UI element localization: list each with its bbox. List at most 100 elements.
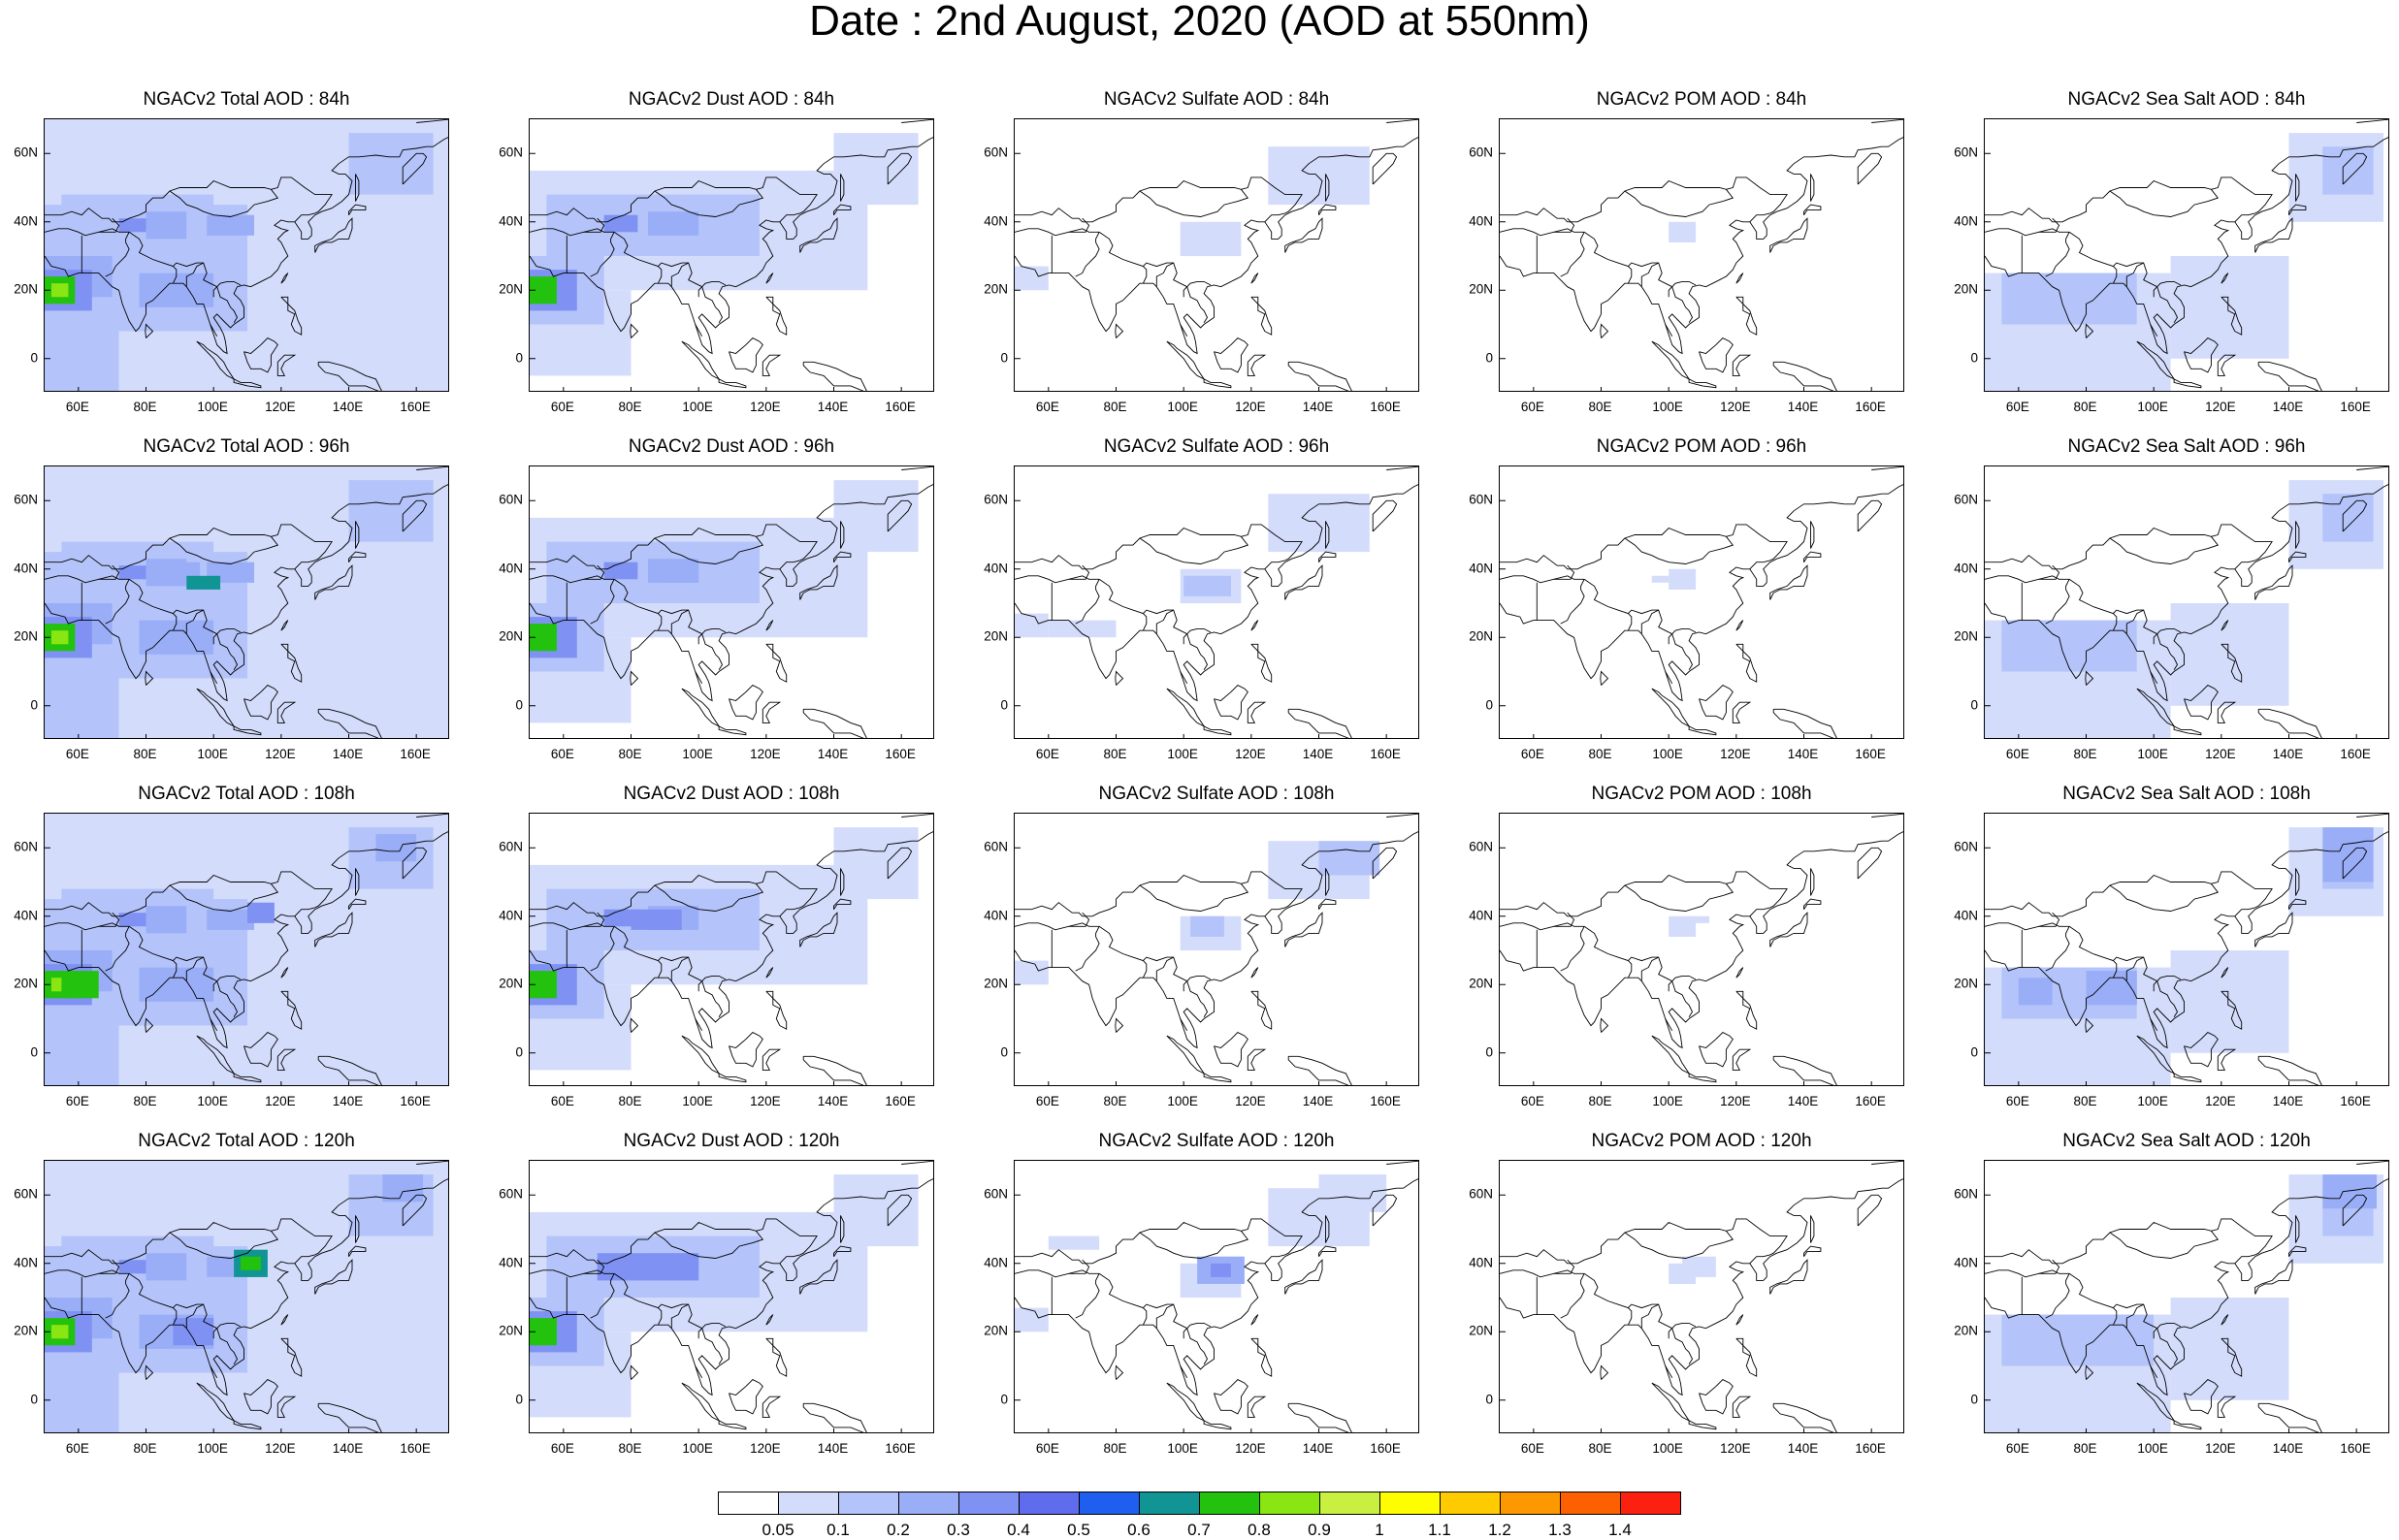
lat-tick-label: 40N	[499, 908, 523, 923]
aod-field-map	[1500, 814, 1903, 1085]
lon-tick-label: 60E	[550, 1441, 574, 1456]
lon-tick-label: 100E	[197, 1441, 228, 1456]
lon-tick-label: 140E	[817, 400, 849, 414]
lat-tick-label: 60N	[499, 144, 523, 160]
lat-tick-label: 20N	[14, 1323, 38, 1338]
lat-tick-label: 0	[1970, 1044, 1978, 1060]
coastline	[1985, 1218, 2273, 1265]
coastline	[799, 1259, 838, 1295]
coastline	[1732, 701, 1752, 723]
aod-region	[603, 214, 638, 233]
coastline	[2356, 1161, 2388, 1165]
aod-region	[833, 827, 919, 900]
coastline	[901, 119, 933, 123]
lat-tick-label: 0	[515, 697, 523, 713]
coastline	[2085, 670, 2094, 686]
coastline	[2038, 217, 2060, 233]
coastline	[243, 1379, 278, 1415]
coastline	[1600, 323, 1609, 338]
aod-region	[1682, 1256, 1716, 1277]
coastline	[276, 354, 297, 376]
panel-title: NGACv2 Dust AOD : 108h	[623, 784, 840, 804]
coastline	[2184, 685, 2219, 721]
coastline	[1183, 1328, 1188, 1339]
coastline	[169, 189, 279, 217]
aod-region	[51, 1325, 69, 1339]
coastline	[2288, 204, 2307, 215]
coastline	[1155, 262, 1174, 287]
lon-tick-label: 60E	[550, 400, 574, 414]
map-panel-seasalt-120h	[1984, 1160, 2389, 1433]
coastline	[681, 1382, 721, 1423]
coastline	[697, 633, 703, 645]
aod-region	[146, 211, 187, 240]
map-panel-total-84h	[44, 118, 449, 392]
map-panel-dust-96h	[529, 465, 934, 739]
lon-tick-label: 160E	[885, 747, 916, 761]
coastline	[2257, 1055, 2322, 1085]
coastline	[2045, 1273, 2070, 1319]
aod-region	[375, 834, 417, 862]
lat-tick-label: 60N	[1954, 839, 1978, 854]
aod-field-map	[1015, 119, 1418, 391]
coastline	[45, 831, 448, 1049]
coastline	[280, 620, 289, 631]
coastline	[294, 560, 315, 570]
aod-region	[382, 1174, 424, 1203]
lon-tick-label: 160E	[2340, 747, 2371, 761]
coastline	[530, 922, 615, 931]
coastline	[1015, 1218, 1303, 1265]
lat-tick-label: 0	[30, 1392, 38, 1407]
coastline	[355, 868, 360, 896]
lon-tick-label: 140E	[1787, 400, 1819, 414]
lat-tick-label: 0	[1000, 350, 1008, 366]
coastline	[1668, 1328, 1673, 1339]
coastline	[1325, 174, 1330, 202]
coastline	[762, 1048, 782, 1071]
colorbar-label: 1.3	[1548, 1521, 1572, 1539]
coastline	[654, 883, 764, 912]
coastline	[45, 176, 333, 223]
coastline	[681, 688, 721, 728]
coastline	[233, 1420, 262, 1430]
coastline	[1214, 337, 1248, 373]
coastline	[2295, 174, 2300, 202]
lat-tick-label: 0	[515, 1044, 523, 1060]
lon-tick-label: 60E	[1035, 1441, 1059, 1456]
coastline	[1287, 361, 1352, 391]
coastline	[1583, 231, 1697, 288]
coastline	[1688, 1420, 1717, 1430]
lat-tick-label: 60N	[14, 1186, 38, 1202]
lat-tick-label: 0	[1485, 1392, 1493, 1407]
lon-tick-label: 60E	[65, 400, 89, 414]
coastline	[718, 1420, 747, 1430]
coastline	[145, 1017, 154, 1033]
coastline	[729, 337, 763, 373]
lon-tick-label: 60E	[1035, 747, 1059, 761]
lon-tick-label: 100E	[2137, 1094, 2168, 1108]
lat-tick-label: 40N	[14, 1255, 38, 1270]
lon-tick-label: 120E	[1235, 400, 1266, 414]
coastline	[1600, 1364, 1609, 1380]
lat-tick-label: 20N	[1954, 628, 1978, 644]
coastline	[590, 1273, 615, 1319]
coastline	[1732, 1048, 1752, 1071]
coastline	[1250, 1337, 1273, 1377]
coastline	[243, 685, 278, 721]
colorbar-swatch	[1560, 1492, 1621, 1515]
lat-tick-label: 60N	[984, 1186, 1008, 1202]
coastline	[2156, 633, 2179, 670]
coastline	[1699, 1379, 1734, 1415]
lon-tick-label: 60E	[2005, 1094, 2029, 1108]
coastline	[1386, 814, 1418, 818]
coastline	[1500, 1218, 1788, 1265]
coastline	[185, 609, 204, 634]
coastline	[2356, 814, 2388, 818]
aod-region	[173, 1318, 214, 1346]
coastline	[613, 925, 727, 982]
coastline	[1214, 1379, 1248, 1415]
coastline	[1735, 643, 1758, 683]
coastline	[233, 378, 262, 389]
coastline	[1115, 323, 1124, 338]
coastline	[654, 1231, 764, 1259]
